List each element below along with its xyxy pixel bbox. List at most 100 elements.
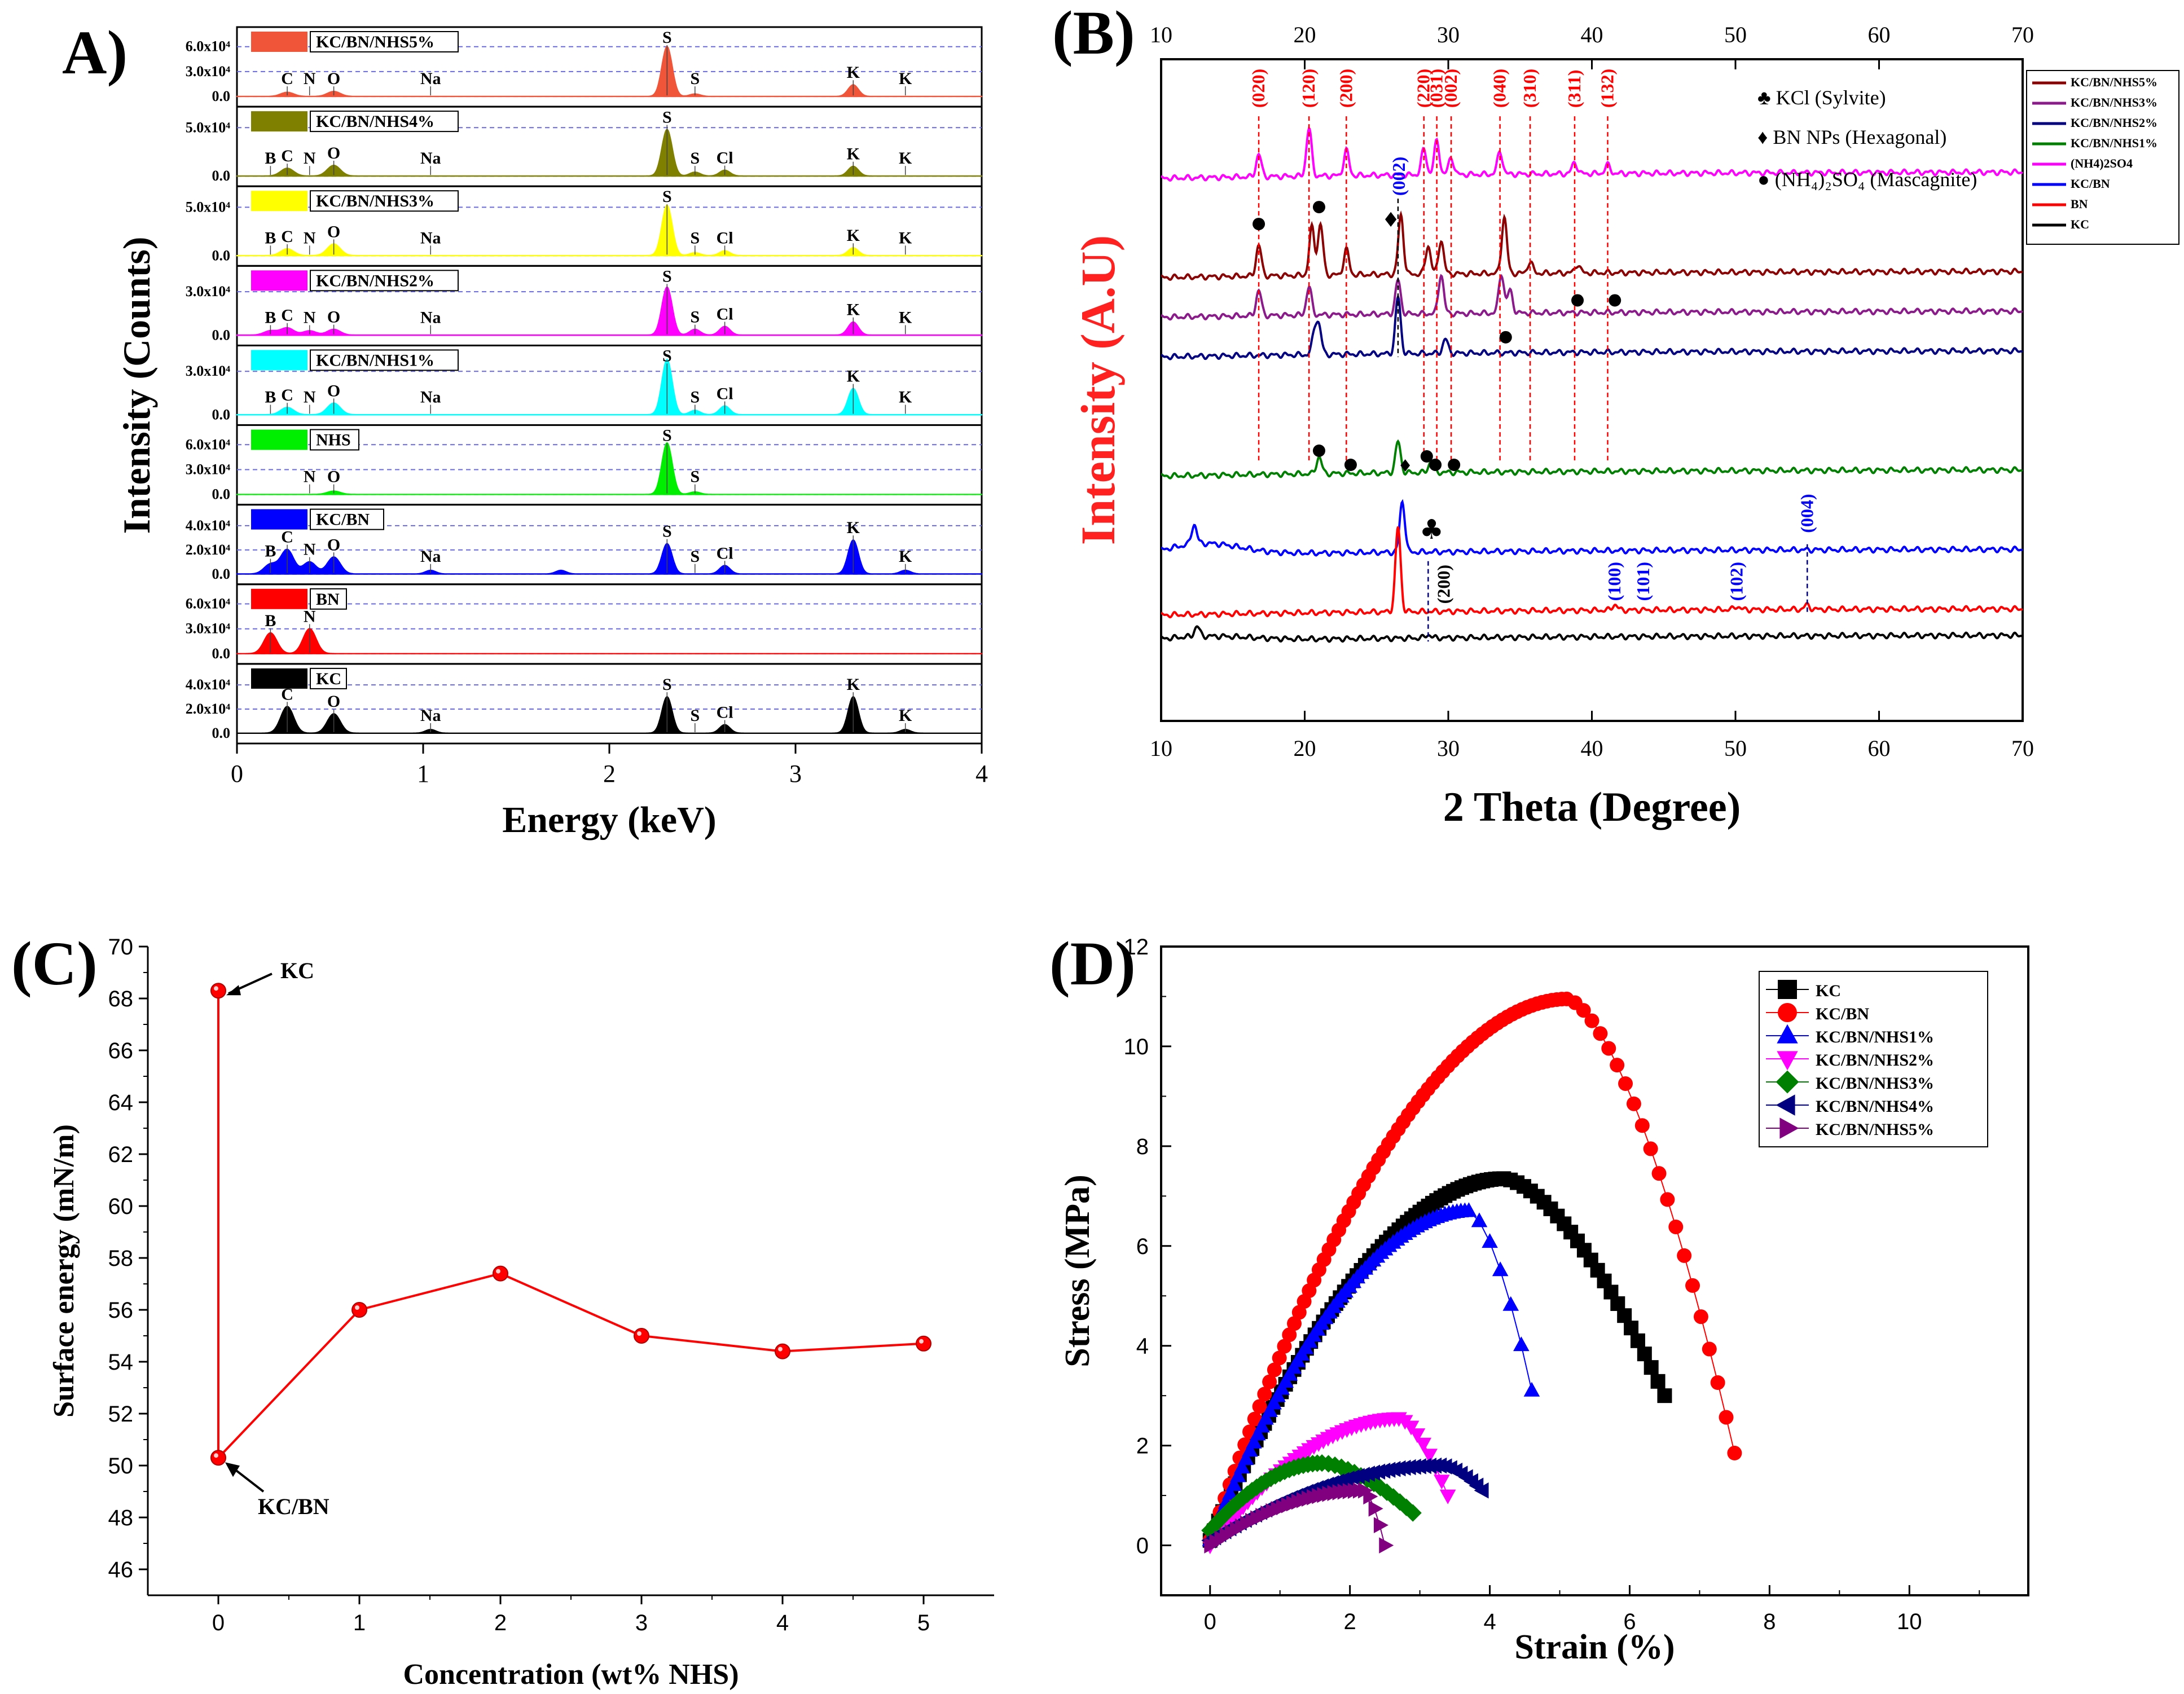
surface-y-tick-label: 52 <box>108 1402 134 1427</box>
stress-y-tick-label: 6 <box>1136 1234 1149 1259</box>
stress-point-kc-bn-nhs2- <box>1439 1489 1456 1504</box>
kc-annotation-arrowhead <box>226 985 241 996</box>
edx-x-tick-label: 2 <box>603 760 616 787</box>
edx-element-label: N <box>304 388 316 407</box>
edx-legend-label: KC/BN/NHS4% <box>316 112 434 131</box>
edx-element-label: S <box>690 706 700 725</box>
panel-d-stress-strain: (D) 0 2 4 6 8 10 0 2 4 6 8 10 12 Strain (%) Stress (MPa… <box>1049 929 2029 1666</box>
edx-element-label: K <box>899 388 912 407</box>
xrd-mascagnite-marker <box>1312 444 1325 457</box>
edx-element-label: C <box>281 147 293 165</box>
edx-element-label: K <box>899 547 912 566</box>
xrd-legend-label: (NH4)2SO4 <box>2071 156 2133 170</box>
xrd-legend-label: KC <box>2071 217 2089 231</box>
edx-element-label: K <box>847 518 860 537</box>
stress-legend-label: KC/BN/NHS3% <box>1816 1074 1934 1093</box>
stress-legend-marker <box>1777 1051 1798 1071</box>
stress-point-kc-bn <box>1287 1316 1302 1331</box>
stress-point-kc-bn <box>1252 1399 1267 1414</box>
xrd-y-axis-title: Intensity (A.U) <box>1071 235 1125 545</box>
edx-element-label: K <box>899 149 912 168</box>
stress-point-kc-bn-nhs5- <box>1363 1488 1378 1505</box>
stress-y-tick-label: 8 <box>1136 1134 1149 1159</box>
stress-point-kc-bn-nhs1- <box>1523 1381 1540 1397</box>
edx-x-tick-label: 0 <box>231 760 243 787</box>
edx-legend-swatch <box>251 429 307 450</box>
surface-y-tick-label: 64 <box>108 1090 134 1115</box>
surface-y-axis-title: Surface energy (mN/m) <box>48 1124 80 1418</box>
edx-y-tick-label: 5.0x10⁴ <box>186 199 231 215</box>
stress-legend-label: KC <box>1816 982 1841 1000</box>
edx-y-tick-label: 0.0 <box>212 88 231 104</box>
surface-energy-point <box>775 1343 790 1359</box>
xrd-trace-kc-bn-nhs1- <box>1161 439 2023 479</box>
xrd-x-tick-label-top: 40 <box>1581 22 1603 47</box>
xrd-trace-kc <box>1161 625 2023 643</box>
xrd-legend-label: KC/BN <box>2071 177 2110 191</box>
edx-y-tick-label: 0.0 <box>212 486 231 503</box>
xrd-miller-label-red: (310) <box>1519 69 1540 108</box>
stress-point-kc-bn <box>1576 1003 1591 1018</box>
xrd-x-tick-label: 60 <box>1868 736 1891 761</box>
stress-x-tick-label: 2 <box>1344 1609 1356 1634</box>
edx-legend-label: KC/BN/NHS2% <box>316 271 434 290</box>
surface-energy-point <box>210 983 226 999</box>
edx-y-tick-label: 0.0 <box>212 327 231 343</box>
stress-point-kc-bn-nhs1- <box>1233 1459 1250 1474</box>
stress-point-kc-bn-nhs5- <box>1373 1517 1388 1533</box>
edx-legend-box <box>310 429 359 451</box>
xrd-mascagnite-marker <box>1609 294 1621 307</box>
edx-element-label: O <box>327 144 340 162</box>
edx-legend-box <box>310 190 459 212</box>
panel-c-label: (C) <box>11 929 98 998</box>
stress-legend-label: KC/BN <box>1816 1005 1869 1023</box>
surface-x-tick-label: 5 <box>917 1611 930 1635</box>
panel-a-label: A) <box>62 18 128 87</box>
xrd-mascagnite-marker <box>1448 458 1461 471</box>
panel-b-xrd-patterns: (B) 10 10 20 20 30 30 40 40 50 50 60 60 70 70 2 Theta (… <box>1052 0 2179 830</box>
edx-element-label: Cl <box>717 149 733 168</box>
edx-y-tick-label: 3.0x10⁴ <box>186 621 231 637</box>
surface-energy-point <box>210 1450 226 1466</box>
stress-point-kc-bn <box>1267 1362 1282 1378</box>
stress-point-kc-bn <box>1277 1339 1292 1354</box>
edx-y-tick-label: 6.0x10⁴ <box>186 436 231 452</box>
xrd-trace-kc-bn-nhs5- <box>1161 210 2023 281</box>
edx-y-tick-label: 6.0x10⁴ <box>186 38 231 55</box>
xrd-miller-label-blue: (004) <box>1796 494 1817 533</box>
surface-y-tick-label: 56 <box>108 1298 134 1323</box>
stress-legend-marker <box>1779 1117 1799 1139</box>
surface-energy-point <box>634 1328 649 1344</box>
edx-spectrum-bn <box>236 628 982 654</box>
edx-legend-swatch <box>251 111 307 132</box>
stress-point-kc-bn-nhs1- <box>1258 1410 1274 1425</box>
edx-element-label: O <box>327 69 340 88</box>
stress-point-kc-bn <box>1626 1096 1641 1111</box>
surface-x-tick-label: 4 <box>776 1611 789 1635</box>
edx-y-tick-label: 4.0x10⁴ <box>186 676 231 693</box>
stress-point-kc <box>1637 1347 1652 1362</box>
xrd-mascagnite-marker <box>1499 331 1512 344</box>
stress-y-tick-label: 0 <box>1136 1534 1149 1559</box>
xrd-trace-kc-bn-nhs3- <box>1161 274 2023 321</box>
stress-point-kc-bn <box>1601 1041 1616 1056</box>
surface-energy-line <box>217 991 924 1461</box>
xrd-miller-label-red: (200) <box>1335 69 1356 108</box>
stress-legend-label: KC/BN/NHS4% <box>1816 1097 1934 1116</box>
xrd-legend-box <box>2026 70 2179 245</box>
stress-point-kc-bn <box>1247 1411 1262 1427</box>
stress-x-tick-label: 0 <box>1204 1609 1216 1634</box>
panel-d-label: (D) <box>1049 929 1136 998</box>
edx-legend-box <box>310 508 384 530</box>
edx-legend-box <box>310 667 347 689</box>
edx-element-label: B <box>265 611 276 630</box>
xrd-miller-label-red: (120) <box>1298 69 1319 108</box>
edx-legend-box <box>310 111 459 133</box>
edx-legend-label: KC/BN <box>316 511 370 529</box>
surface-y-tick-label: 60 <box>108 1194 134 1219</box>
edx-element-label: S <box>690 228 700 247</box>
xrd-x-tick-label: 30 <box>1437 736 1460 761</box>
edx-element-label: N <box>304 228 316 247</box>
edx-y-tick-label: 0.0 <box>212 566 231 582</box>
edx-spectrum-kc <box>236 696 982 734</box>
